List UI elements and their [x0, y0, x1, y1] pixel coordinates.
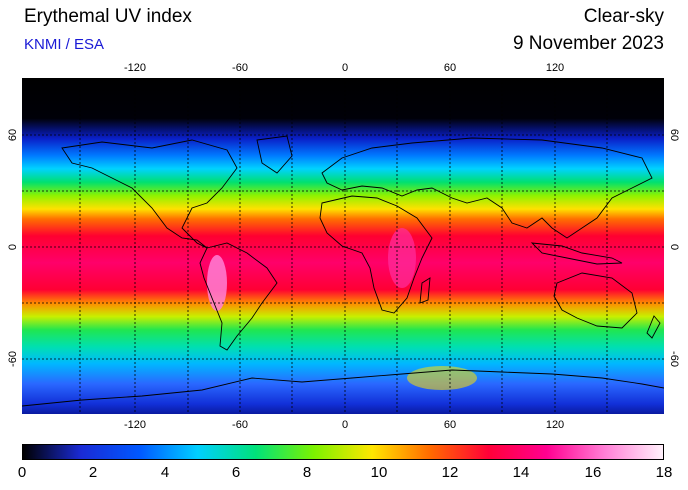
- uv-index-map: [21, 78, 665, 414]
- colorbar-tick: 4: [160, 464, 170, 481]
- uv-colorbar: [22, 444, 664, 460]
- lon-tick-bottom: 60: [443, 419, 457, 431]
- lat-tick-left: 60: [7, 128, 19, 142]
- colorbar-tick: 12: [441, 464, 459, 481]
- colorbar-tick: 16: [584, 464, 602, 481]
- lat-tick-left: -60: [7, 351, 19, 367]
- lat-tick-right: 0: [668, 243, 680, 251]
- colorbar-tick: 10: [370, 464, 388, 481]
- map-date: 9 November 2023: [512, 33, 664, 54]
- lat-tick-right: -60: [668, 351, 680, 367]
- lat-tick-right: 60: [668, 128, 680, 142]
- lon-tick-top: 60: [443, 62, 457, 74]
- sky-condition: Clear-sky: [583, 6, 664, 27]
- lon-tick-top: 0: [341, 62, 349, 74]
- lon-tick-bottom: 120: [545, 419, 565, 431]
- lon-tick-bottom: -120: [123, 419, 147, 431]
- lat-tick-left: 0: [7, 243, 19, 251]
- colorbar-tick: 8: [302, 464, 312, 481]
- map-title: Erythemal UV index: [24, 6, 192, 27]
- lon-tick-bottom: -60: [232, 419, 248, 431]
- colorbar-tick: 14: [512, 464, 530, 481]
- lon-tick-top: -120: [123, 62, 147, 74]
- map-svg: [21, 78, 665, 414]
- lon-tick-bottom: 0: [341, 419, 349, 431]
- coastlines: [21, 135, 665, 407]
- colorbar-tick: 2: [88, 464, 98, 481]
- uv-hotspot-antarctica: [407, 366, 477, 390]
- lon-tick-top: -60: [232, 62, 248, 74]
- graticule: [22, 78, 664, 414]
- lon-tick-top: 120: [545, 62, 565, 74]
- colorbar-tick: 18: [655, 464, 673, 481]
- colorbar-tick: 0: [17, 464, 27, 481]
- colorbar-tick: 6: [231, 464, 241, 481]
- uv-hotspot-africa: [388, 228, 416, 288]
- map-source: KNMI / ESA: [24, 36, 105, 53]
